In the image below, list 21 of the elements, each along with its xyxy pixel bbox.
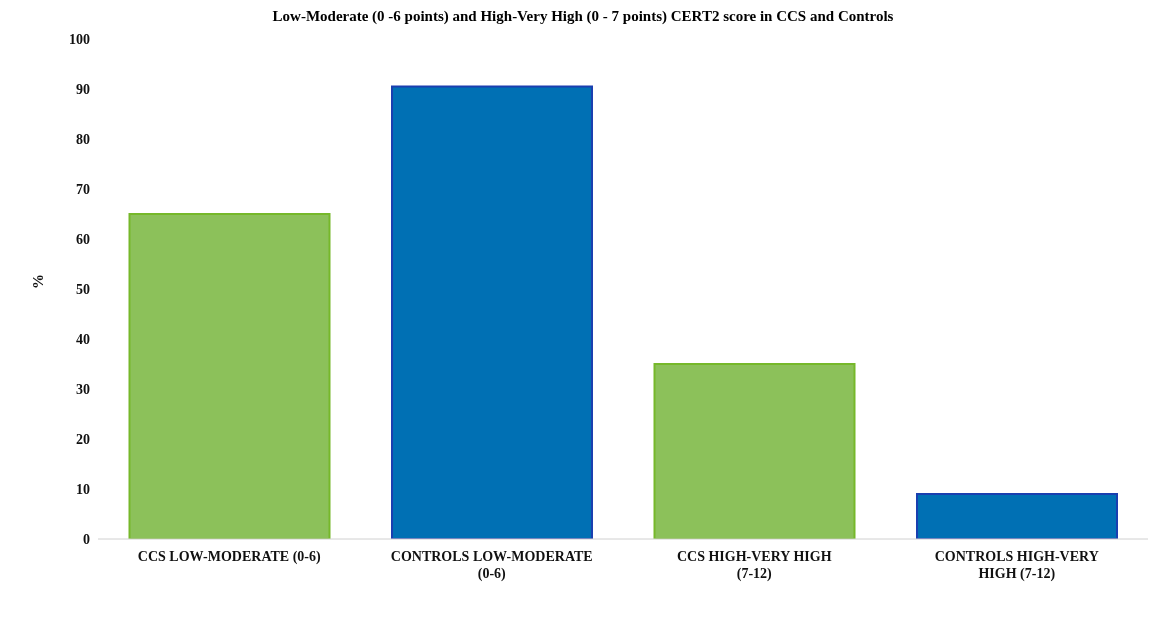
- x-tick-label: CONTROLS HIGH-VERY HIGH (7-12): [934, 549, 1099, 582]
- bar: [391, 85, 593, 539]
- y-tick-label: 50: [76, 281, 90, 297]
- y-tick-label: 100: [69, 31, 90, 47]
- y-tick-label: 80: [76, 131, 90, 147]
- y-axis-title: %: [30, 274, 47, 289]
- y-tick-label: 70: [76, 181, 90, 197]
- x-tick-label: CCS HIGH-VERY HIGH (7-12): [676, 549, 832, 582]
- y-tick-label: 30: [76, 381, 90, 397]
- x-tick-label: CCS LOW-MODERATE (0-6): [137, 549, 321, 565]
- y-tick-label: 60: [76, 231, 90, 247]
- bar: [128, 213, 331, 539]
- bar: [916, 493, 1118, 539]
- y-tick-label: 0: [83, 531, 90, 547]
- y-tick-label: 10: [76, 481, 90, 497]
- y-tick-label: 40: [76, 331, 90, 347]
- y-tick-label: 90: [76, 81, 90, 97]
- chart-title: Low-Moderate (0 -6 points) and High-Very High (0 - 7 points) CERT2 score in CCS and Controls: [271, 8, 895, 25]
- bar: [653, 363, 856, 539]
- y-tick-label: 20: [76, 431, 90, 447]
- x-tick-label: CONTROLS LOW-MODERATE (0-6): [390, 549, 593, 582]
